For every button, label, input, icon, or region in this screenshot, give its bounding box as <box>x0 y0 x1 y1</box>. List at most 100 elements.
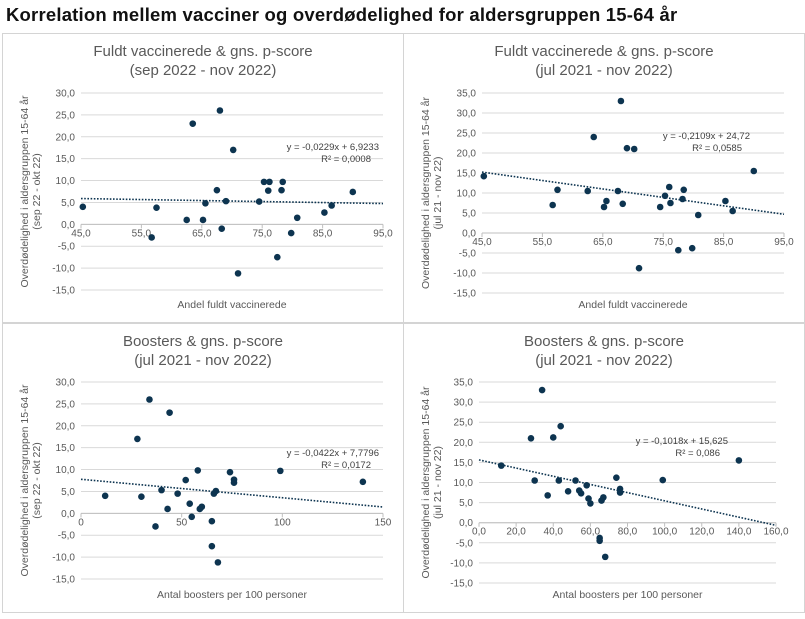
data-point <box>564 488 572 495</box>
y-tick-label: -15,0 <box>450 579 473 590</box>
chart-title-line: (jul 2021 - nov 2022) <box>535 352 673 369</box>
scatter-chart-full-vacc-sep22: Fuldt vaccinerede & gns. p-score (sep 202… <box>19 43 393 311</box>
data-point <box>158 486 165 494</box>
y-tick-label: -5,0 <box>58 531 76 542</box>
x-tick-label: 95,0 <box>373 228 393 239</box>
y-axis-label-line: (jul 21 - nov 22) <box>432 446 444 519</box>
trendline-r-squared: R² = 0,086 <box>675 448 720 459</box>
data-point <box>601 553 609 561</box>
x-tick-label: 50 <box>176 517 188 528</box>
data-point <box>166 409 173 416</box>
x-tick-label: 45,0 <box>71 228 91 239</box>
trendline-equation: y = -0,0229x + 6,9233 <box>287 142 379 153</box>
x-axis-label: Antal boosters per 100 personer <box>552 589 703 601</box>
data-point <box>153 204 160 211</box>
chart-panel-3: Boosters & gns. p-score (jul 2021 - nov 2… <box>2 323 404 613</box>
y-axis-label-line: (jul 21 - nov 22) <box>432 157 444 230</box>
trendline <box>80 478 384 508</box>
data-point <box>680 186 688 194</box>
y-tick-label: 30,0 <box>457 109 477 120</box>
scatter-chart-boosters-jul21: Boosters & gns. p-score (jul 2021 - nov 2… <box>420 333 789 601</box>
data-point <box>229 146 237 154</box>
x-axis-label: Andel fuldt vaccinerede <box>578 299 687 311</box>
data-point <box>549 201 556 209</box>
data-point <box>729 207 736 215</box>
data-point <box>750 167 758 175</box>
data-point <box>735 457 743 464</box>
data-point <box>596 537 603 545</box>
data-point <box>234 270 242 277</box>
trendline-equation: y = -0,0422x + 7,7796 <box>287 448 379 459</box>
y-tick-label: -10,0 <box>52 553 75 564</box>
data-point <box>359 478 367 486</box>
trendline-r-squared: R² = 0,0008 <box>321 154 371 165</box>
y-tick-label: 10,0 <box>454 478 474 489</box>
chart-panel-4: Boosters & gns. p-score (jul 2021 - nov 2… <box>403 323 805 613</box>
chart-panel-1: Fuldt vaccinerede & gns. p-score (sep 202… <box>2 33 404 323</box>
data-point <box>480 172 488 180</box>
y-tick-label: 0,0 <box>61 220 75 231</box>
data-point <box>661 192 669 200</box>
data-point <box>600 203 608 211</box>
data-point <box>584 187 591 195</box>
y-tick-label: 25,0 <box>56 110 76 121</box>
x-axis-label: Antal boosters per 100 personer <box>157 589 308 601</box>
data-point <box>138 493 145 500</box>
data-point <box>148 234 155 241</box>
y-axis-label-line: Overdødelighed i aldersgruppen 15-64 år <box>19 95 31 288</box>
data-point <box>198 503 206 511</box>
y-axis-label-line: Overdødelighed i aldersgruppen 15-64 år <box>19 384 31 577</box>
trendline-equation: y = -0,2109x + 24,72 <box>663 131 750 142</box>
x-tick-label: 140,0 <box>726 527 751 538</box>
y-tick-label: 5,0 <box>61 198 75 209</box>
chart-title-line: Boosters & gns. p-score <box>524 333 684 350</box>
x-tick-label: 100,0 <box>652 527 677 538</box>
data-point <box>182 476 189 484</box>
data-point <box>583 482 590 489</box>
x-tick-label: 85,0 <box>313 228 333 239</box>
y-tick-label: 0,0 <box>462 229 476 240</box>
data-point <box>264 187 272 194</box>
y-tick-label: 35,0 <box>457 89 477 100</box>
data-point <box>278 186 285 194</box>
data-point <box>557 422 564 430</box>
x-tick-label: 0 <box>78 517 84 528</box>
data-point <box>497 462 505 469</box>
data-point <box>183 216 190 224</box>
y-tick-label: 25,0 <box>56 399 76 410</box>
trendline <box>481 171 785 216</box>
data-point <box>287 229 295 237</box>
data-point <box>255 198 263 205</box>
data-point <box>544 492 551 499</box>
chart-panel-2: Fuldt vaccinerede & gns. p-score (jul 202… <box>403 33 805 323</box>
x-tick-label: 95,0 <box>774 237 794 248</box>
data-point <box>260 178 268 186</box>
y-tick-label: -15,0 <box>52 575 75 586</box>
data-point <box>527 434 535 442</box>
data-point <box>199 216 207 224</box>
chart-title-line: Fuldt vaccinerede & gns. p-score <box>93 43 312 60</box>
y-tick-label: 25,0 <box>457 129 477 140</box>
data-point <box>635 264 643 272</box>
data-point <box>603 197 610 205</box>
data-point <box>186 500 194 508</box>
y-axis-label-line: Overdødelighed i aldersgruppen 15-64 år <box>420 386 432 579</box>
y-tick-label: 0,0 <box>61 509 75 520</box>
trendline <box>80 197 384 205</box>
data-point <box>349 188 357 196</box>
page-title: Korrelation mellem vacciner og overdødel… <box>6 4 678 25</box>
x-tick-label: 80,0 <box>618 527 638 538</box>
data-point <box>667 199 674 207</box>
y-tick-label: -15,0 <box>52 286 75 297</box>
data-point <box>208 542 216 550</box>
x-tick-label: 0,0 <box>472 527 486 538</box>
x-tick-label: 65,0 <box>593 237 613 248</box>
data-point <box>630 145 638 153</box>
y-tick-label: 20,0 <box>457 149 477 160</box>
chart-title-line: (jul 2021 - nov 2022) <box>134 352 272 369</box>
data-point <box>213 186 221 194</box>
data-point <box>214 559 222 566</box>
y-axis-label-line: (sep 22 - okt 22) <box>31 442 43 518</box>
trendline-equation: y = -0,1018x + 15,625 <box>636 436 728 447</box>
data-point <box>531 477 538 484</box>
